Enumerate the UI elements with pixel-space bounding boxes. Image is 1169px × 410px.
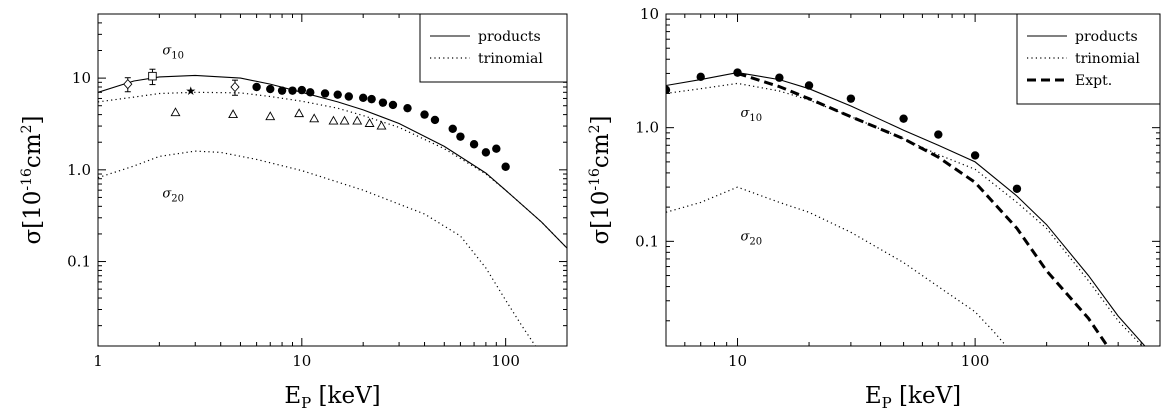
x-tick-label: 100 — [961, 352, 990, 370]
data-point-circle — [696, 72, 705, 82]
y-tick-label: 10 — [72, 69, 91, 87]
data-point-triangle — [294, 108, 305, 118]
data-point-triangle — [376, 120, 387, 130]
data-point-triangle — [228, 109, 239, 119]
data-point-circle — [456, 132, 465, 141]
data-point-triangle — [364, 118, 375, 127]
plot-frame — [665, 13, 1161, 347]
legend: products trinomial Expt. — [1016, 13, 1161, 105]
data-point-circle — [846, 94, 856, 103]
data-point-circle — [277, 86, 287, 95]
data-point-circle — [388, 100, 398, 110]
data-point-circle — [297, 85, 307, 95]
left-chart-panel: 1 10 100 0.1 1.0 10 EP [keV] σ[10-16cm2] ★ σ10 σ20… — [19, 13, 568, 410]
y-axis-label: σ[10-16cm2] — [587, 115, 614, 244]
annotation-label: σ20 — [741, 230, 763, 248]
data-point-circle — [333, 90, 342, 99]
annotation-label: σ20 — [162, 187, 184, 205]
data-point-circle — [481, 148, 491, 157]
y-axis-label: σ[10-16cm2] — [19, 115, 46, 244]
data-point-circle — [448, 124, 457, 134]
series-line-2 — [98, 150, 536, 346]
data-point-circle — [252, 82, 261, 92]
y-tick-label: 1.0 — [67, 161, 91, 179]
data-point-circle — [430, 115, 440, 125]
x-tick-label: 10 — [292, 352, 311, 370]
data-point-diamond — [230, 81, 240, 93]
data-point-triangle — [170, 107, 181, 117]
legend: products trinomial — [419, 13, 568, 83]
data-point-circle — [266, 84, 275, 94]
data-point-triangle — [309, 113, 320, 123]
series-line-0 — [98, 74, 567, 249]
data-point-square — [148, 71, 157, 81]
data-point-circle — [775, 73, 784, 82]
data-point-circle — [666, 85, 671, 95]
x-axis-label: EP [keV] — [865, 383, 961, 410]
series-line-3 — [737, 71, 1109, 346]
right-chart-panel: 10 100 0.1 1.0 10 EP [keV] σ[10-16cm2] σ10 σ20 pr… — [587, 5, 1161, 410]
y-tick-label: 0.1 — [67, 253, 91, 271]
data-point-triangle — [339, 115, 350, 125]
data-point-circle — [804, 81, 814, 90]
x-tick-label: 1 — [93, 352, 103, 370]
data-point-circle — [306, 88, 315, 97]
y-tick-label: 1.0 — [635, 119, 659, 137]
data-point-circle — [733, 68, 742, 77]
data-point-triangle — [265, 111, 276, 121]
data-point-circle — [501, 162, 510, 171]
legend-label: trinomial — [1075, 51, 1140, 67]
series-line-1 — [666, 82, 1143, 346]
data-point-circle — [378, 98, 388, 107]
x-tick-label: 10 — [728, 352, 747, 370]
data-point-circle — [403, 103, 412, 113]
data-point-circle — [970, 151, 980, 160]
plot-frame — [97, 13, 568, 347]
legend-label: trinomial — [478, 51, 543, 67]
annotation-label: σ10 — [741, 106, 763, 124]
series-line-2 — [666, 186, 1007, 346]
data-point-circle — [899, 114, 908, 123]
data-point-circle — [469, 140, 479, 149]
legend-label: products — [1075, 29, 1138, 45]
x-axis-label: EP [keV] — [284, 383, 380, 410]
legend-label: products — [478, 29, 541, 45]
data-point-circle — [934, 130, 943, 139]
series-line-0 — [666, 72, 1146, 346]
data-point-diamond — [123, 78, 133, 90]
legend-box — [419, 13, 568, 83]
y-tick-label: 0.1 — [635, 232, 659, 250]
data-point-triangle — [328, 115, 339, 125]
data-point-circle — [288, 86, 297, 95]
data-point-circle — [1012, 184, 1022, 193]
x-tick-label: 100 — [491, 352, 520, 370]
data-point-circle — [420, 110, 429, 119]
data-point-circle — [358, 93, 368, 102]
legend-label: Expt. — [1075, 73, 1112, 89]
data-point-circle — [492, 144, 501, 153]
series-line-1 — [98, 91, 567, 249]
data-point-star: ★ — [185, 84, 196, 98]
data-point-triangle — [352, 115, 363, 125]
data-point-circle — [367, 94, 376, 104]
data-point-circle — [344, 92, 353, 101]
y-tick-label: 10 — [640, 5, 659, 23]
annotation-label: σ10 — [162, 43, 184, 61]
data-point-circle — [320, 89, 330, 98]
legend-box — [1016, 13, 1161, 105]
